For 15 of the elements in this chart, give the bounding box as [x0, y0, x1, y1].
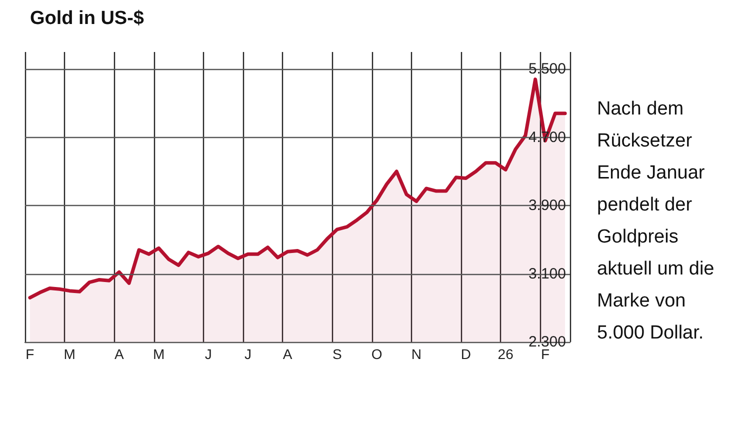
x-tick-label: M	[152, 346, 165, 362]
x-tick-label: M	[64, 346, 76, 362]
chart-title: Gold in US-$	[30, 8, 144, 29]
x-tick-label: O	[371, 346, 382, 362]
x-tick-label: D	[460, 346, 472, 362]
x-tick-label: A	[114, 346, 124, 362]
x-tick-label: A	[282, 346, 293, 362]
x-tick-label: F	[540, 346, 550, 362]
text: Nach dem Rücksetzer Ende Januar pendelt der Goldpreis aktuell um die Marke von 5.000 Dollar.	[597, 98, 720, 344]
x-tick-label: J	[204, 346, 212, 362]
x-tick-label: F	[26, 346, 34, 362]
x-tick-label: S	[332, 346, 342, 362]
x-tick-label: N	[411, 346, 422, 362]
x-tick-label: 26	[498, 346, 514, 362]
x-tick-label: J	[244, 346, 252, 362]
